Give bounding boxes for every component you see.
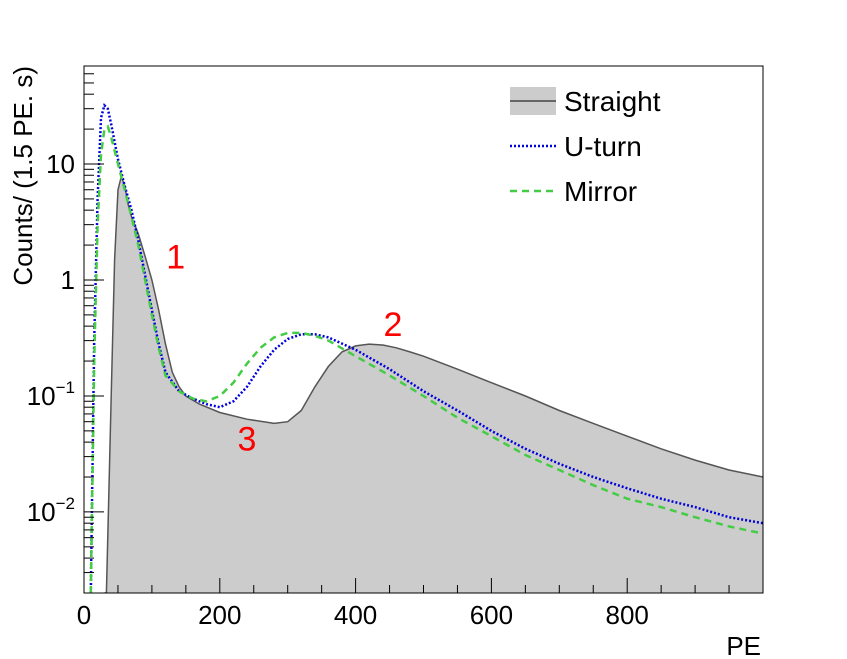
x-tick-label: 800	[606, 600, 649, 630]
y-tick-label: 10	[46, 149, 75, 179]
annotation-layer: 1 2 3	[166, 239, 402, 459]
annotation-label: 1	[166, 239, 185, 277]
x-tick-label: 200	[198, 600, 241, 630]
x-tick-label: 0	[77, 600, 91, 630]
series-layer	[89, 103, 763, 593]
y-axis-label: Counts/ (1.5 PE. s)	[8, 66, 38, 286]
x-axis-label: PE	[726, 631, 761, 659]
x-tick-label: 400	[334, 600, 377, 630]
legend-label: U-turn	[564, 131, 642, 162]
series-fill-straight	[104, 176, 763, 593]
series-line-mirror	[89, 124, 763, 593]
y-tick-label: 1	[61, 265, 75, 295]
x-tick-label: 600	[470, 600, 513, 630]
legend-label: Mirror	[564, 176, 637, 207]
annotation-label: 2	[383, 306, 402, 344]
y-tick-label: 10−2	[27, 494, 75, 527]
axis-layer: 0 200 400 600 800 10 1 10−1 10−2	[27, 65, 764, 630]
y-tick-label: 10−1	[27, 378, 75, 411]
annotation-label: 3	[237, 420, 256, 458]
legend: Straight U-turn Mirror	[510, 86, 661, 207]
legend-label: Straight	[564, 86, 661, 117]
